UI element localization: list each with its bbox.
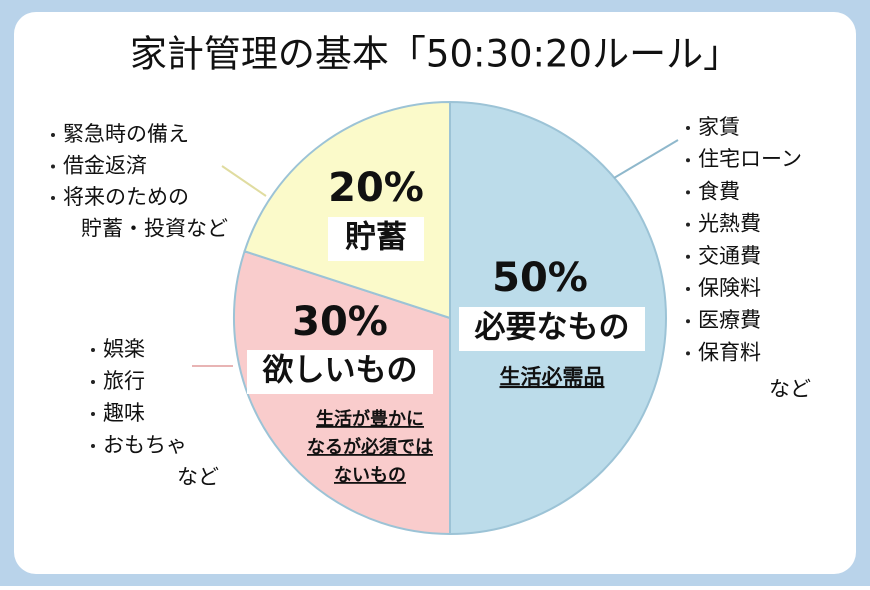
example-item: 娯楽	[103, 337, 145, 361]
bullet	[51, 196, 55, 200]
value-label: 30%	[292, 299, 388, 345]
example-item: 住宅ローン	[698, 147, 802, 171]
leader-line	[221, 165, 267, 197]
bullet	[686, 254, 690, 259]
example-item: 将来のための	[63, 185, 189, 209]
example-item: 保育料	[698, 340, 761, 364]
bullet	[91, 380, 95, 384]
value-label: 20%	[328, 165, 424, 211]
example-item: 交通費	[698, 244, 761, 268]
category-box	[459, 307, 645, 351]
bullet	[686, 190, 690, 195]
category-label: 欲しいもの	[262, 353, 418, 389]
category-box	[247, 350, 433, 394]
bullet	[91, 444, 95, 448]
example-item: 旅行	[103, 369, 145, 393]
bullet	[91, 348, 95, 352]
example-item: 食費	[698, 179, 740, 203]
example-item: 光熱費	[698, 212, 761, 236]
leader-line	[613, 139, 679, 179]
example-note: など	[177, 465, 219, 489]
bullet	[686, 222, 690, 227]
bullet	[686, 126, 690, 130]
example-item: 借金返済	[63, 154, 147, 178]
bullet	[51, 164, 55, 169]
example-item: 家賃	[698, 115, 740, 139]
bullet	[686, 158, 690, 163]
example-item: 緊急時の備え	[63, 122, 189, 146]
example-note: など	[769, 377, 811, 401]
example-item: 趣味	[103, 401, 145, 425]
sub-label: 生活必需品	[500, 365, 605, 389]
bullet	[686, 287, 690, 291]
bullet	[51, 133, 55, 137]
bullet	[686, 319, 690, 324]
example-item: 貯蓄・投資など	[81, 217, 228, 241]
value-label: 50%	[492, 255, 588, 301]
bullet	[91, 412, 95, 416]
pie-slice	[243, 100, 451, 320]
chart-title: 家計管理の基本「50:30:20ルール」	[130, 33, 740, 76]
category-label: 貯蓄	[345, 220, 407, 256]
sub-label: ないもの	[334, 465, 406, 486]
category-label: 必要なもの	[475, 310, 630, 346]
example-item: 医療費	[698, 308, 761, 332]
example-item: 保険料	[698, 276, 761, 300]
category-box	[328, 217, 424, 261]
bullet	[686, 351, 690, 356]
sub-label: なるが必須では	[307, 436, 433, 458]
example-item: おもちゃ	[103, 433, 187, 457]
sub-label: 生活が豊かに	[316, 408, 424, 430]
